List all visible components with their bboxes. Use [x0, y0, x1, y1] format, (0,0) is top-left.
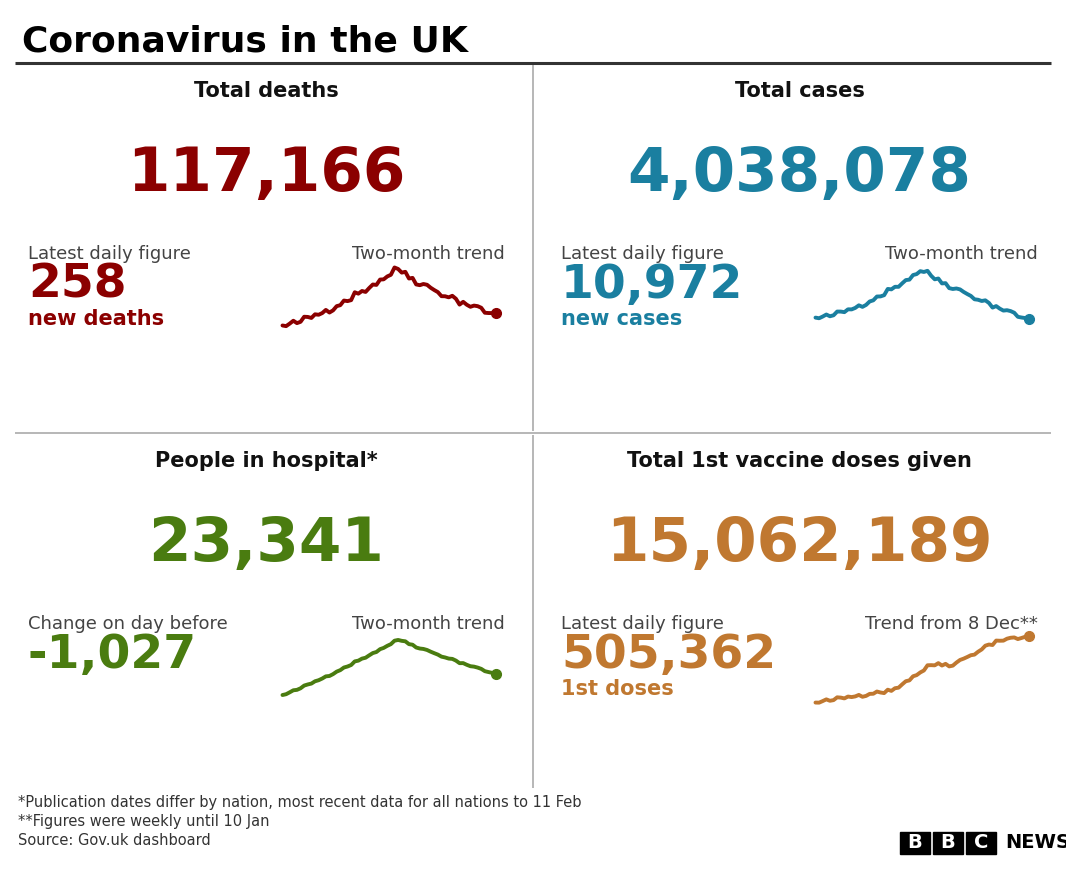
Bar — [900, 832, 930, 854]
Text: Two-month trend: Two-month trend — [885, 245, 1038, 263]
Text: -1,027: -1,027 — [28, 633, 197, 678]
Text: **Figures were weekly until 10 Jan: **Figures were weekly until 10 Jan — [18, 814, 270, 829]
Bar — [966, 832, 996, 854]
Text: 10,972: 10,972 — [561, 263, 743, 308]
Text: Total cases: Total cases — [734, 81, 865, 101]
Text: Two-month trend: Two-month trend — [352, 615, 505, 633]
Text: Source: Gov.uk dashboard: Source: Gov.uk dashboard — [18, 833, 211, 848]
Text: B: B — [907, 834, 922, 852]
Text: NEWS: NEWS — [1005, 834, 1066, 852]
Text: Total 1st vaccine doses given: Total 1st vaccine doses given — [627, 451, 972, 471]
Text: 4,038,078: 4,038,078 — [628, 145, 971, 204]
Text: 23,341: 23,341 — [148, 515, 385, 574]
Text: new deaths: new deaths — [28, 309, 164, 329]
Text: Total deaths: Total deaths — [194, 81, 339, 101]
Text: 505,362: 505,362 — [561, 633, 776, 678]
Text: Change on day before: Change on day before — [28, 615, 228, 633]
Text: Two-month trend: Two-month trend — [352, 245, 505, 263]
Text: 15,062,189: 15,062,189 — [607, 515, 992, 574]
Text: 117,166: 117,166 — [127, 145, 406, 204]
Text: *Publication dates differ by nation, most recent data for all nations to 11 Feb: *Publication dates differ by nation, mos… — [18, 795, 581, 810]
Text: 258: 258 — [28, 263, 127, 308]
Text: Latest daily figure: Latest daily figure — [561, 615, 724, 633]
Text: Coronavirus in the UK: Coronavirus in the UK — [22, 25, 468, 59]
Text: People in hospital*: People in hospital* — [156, 451, 377, 471]
Text: C: C — [974, 834, 988, 852]
Text: Trend from 8 Dec**: Trend from 8 Dec** — [866, 615, 1038, 633]
Text: B: B — [940, 834, 955, 852]
Text: Latest daily figure: Latest daily figure — [28, 245, 191, 263]
Text: Latest daily figure: Latest daily figure — [561, 245, 724, 263]
Bar — [933, 832, 963, 854]
Text: new cases: new cases — [561, 309, 682, 329]
Text: 1st doses: 1st doses — [561, 679, 674, 699]
